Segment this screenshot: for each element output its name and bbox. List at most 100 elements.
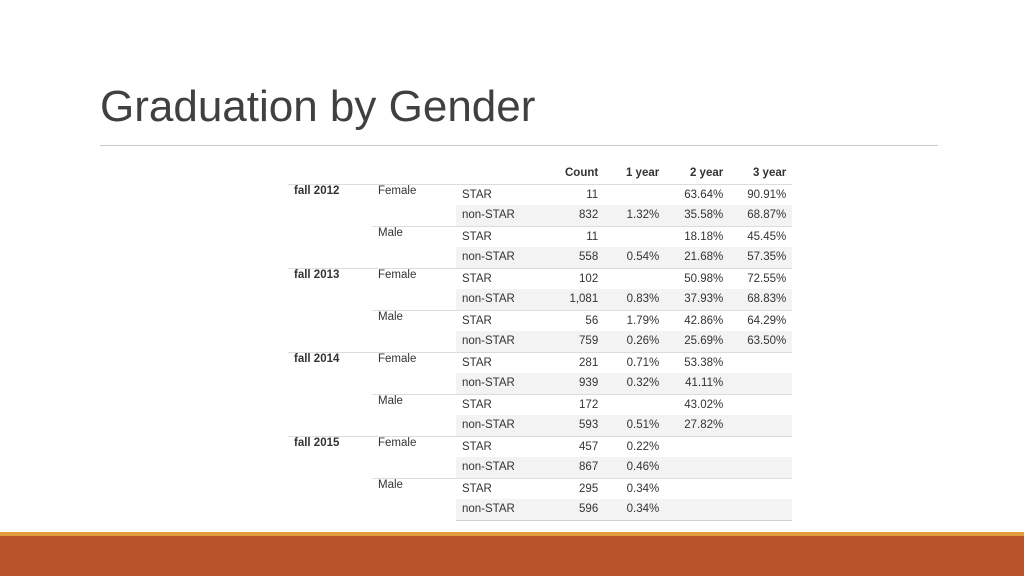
one-year-cell: 0.34% — [604, 477, 666, 499]
footer-accent-bar — [0, 532, 1024, 576]
one-year-cell: 0.32% — [604, 373, 666, 394]
table-row: non-STAR 558 0.54% 21.68% 57.35% — [288, 247, 793, 268]
header-term — [288, 163, 372, 184]
gender-cell: Male — [372, 477, 456, 520]
two-year-cell — [665, 477, 730, 499]
three-year-cell: 63.50% — [729, 331, 793, 352]
group-cell: non-STAR — [456, 205, 559, 226]
one-year-cell: 0.54% — [604, 247, 666, 268]
two-year-cell: 21.68% — [665, 247, 730, 268]
table-row: Male STAR 172 43.02% — [288, 393, 793, 436]
one-year-cell — [604, 225, 666, 247]
count-cell: 939 — [559, 373, 605, 394]
slide-title: Graduation by Gender — [100, 82, 536, 131]
count-cell: 759 — [559, 331, 605, 352]
table-row: fall 2013 Female STAR 102 50.98% 72.55% — [288, 267, 793, 352]
two-year-cell: 43.02% — [665, 393, 730, 415]
group-cell: non-STAR — [456, 415, 559, 436]
table-row: fall 2015 Female STAR 457 0.22% — [288, 435, 793, 520]
gender-cell: Female — [372, 435, 456, 478]
three-year-cell — [729, 457, 793, 478]
group-cell: STAR — [456, 183, 559, 205]
gender-cell: Male — [372, 309, 456, 352]
one-year-cell — [604, 183, 666, 205]
one-year-cell: 1.32% — [604, 205, 666, 226]
term-cell: fall 2013 — [288, 267, 372, 352]
table-row: non-STAR 596 0.34% — [288, 499, 793, 521]
one-year-cell: 0.46% — [604, 457, 666, 478]
table-row: fall 2012 Female STAR 11 63.64% 90.91% — [288, 183, 793, 268]
group-cell: STAR — [456, 225, 559, 247]
three-year-cell — [729, 499, 793, 521]
graduation-table: Count 1 year 2 year 3 year fall 2012 Fema… — [288, 163, 793, 521]
two-year-cell: 41.11% — [665, 373, 730, 394]
two-year-cell: 27.82% — [665, 415, 730, 436]
two-year-cell: 37.93% — [665, 289, 730, 310]
header-1-year: 1 year — [625, 167, 660, 180]
one-year-cell: 0.51% — [604, 415, 666, 436]
two-year-cell: 63.64% — [665, 183, 730, 205]
table-row: fall 2014 Female STAR 281 0.71% 53.38% — [288, 351, 793, 436]
three-year-cell: 68.87% — [729, 205, 793, 226]
group-cell: non-STAR — [456, 499, 559, 521]
count-cell: 11 — [559, 183, 605, 205]
three-year-cell — [729, 351, 793, 373]
three-year-cell — [729, 373, 793, 394]
gender-cell: Female — [372, 267, 456, 310]
three-year-cell — [729, 477, 793, 499]
table-row: Male STAR 56 1.79% 42.86% 64.29% — [288, 309, 793, 352]
one-year-cell: 1.79% — [604, 309, 666, 331]
count-cell: 172 — [559, 393, 605, 415]
group-cell: STAR — [456, 309, 559, 331]
gender-cell: Female — [372, 351, 456, 394]
one-year-cell: 0.34% — [604, 499, 666, 521]
term-cell: fall 2014 — [288, 351, 372, 436]
count-cell: 593 — [559, 415, 605, 436]
gender-cell: Male — [372, 393, 456, 436]
one-year-cell: 0.71% — [604, 351, 666, 373]
three-year-cell — [729, 415, 793, 436]
two-year-cell — [665, 499, 730, 521]
count-cell: 867 — [559, 457, 605, 478]
table-body: fall 2012 Female STAR 11 63.64% 90.91% non-STA… — [288, 183, 793, 521]
header-count: Count — [565, 167, 599, 180]
three-year-cell: 57.35% — [729, 247, 793, 268]
group-cell: STAR — [456, 351, 559, 373]
count-cell: 1,081 — [559, 289, 605, 310]
table-row: non-STAR 759 0.26% 25.69% 63.50% — [288, 331, 793, 352]
header-2-year: 2 year — [689, 167, 724, 180]
term-cell: fall 2012 — [288, 183, 372, 268]
table-row: non-STAR 832 1.32% 35.58% 68.87% — [288, 205, 793, 226]
term-cell: fall 2015 — [288, 435, 372, 520]
one-year-cell: 0.83% — [604, 289, 666, 310]
one-year-cell: 0.22% — [604, 435, 666, 457]
group-cell: non-STAR — [456, 457, 559, 478]
one-year-cell — [604, 267, 666, 289]
two-year-cell: 53.38% — [665, 351, 730, 373]
count-cell: 558 — [559, 247, 605, 268]
three-year-cell: 64.29% — [729, 309, 793, 331]
group-cell: STAR — [456, 477, 559, 499]
three-year-cell: 68.83% — [729, 289, 793, 310]
table-row: non-STAR 867 0.46% — [288, 457, 793, 478]
group-cell: non-STAR — [456, 247, 559, 268]
group-cell: STAR — [456, 393, 559, 415]
two-year-cell: 25.69% — [665, 331, 730, 352]
two-year-cell: 35.58% — [665, 205, 730, 226]
title-divider — [100, 145, 938, 146]
gender-cell: Male — [372, 225, 456, 268]
group-cell: STAR — [456, 267, 559, 289]
table-row: non-STAR 593 0.51% 27.82% — [288, 415, 793, 436]
three-year-cell — [729, 393, 793, 415]
three-year-cell — [729, 435, 793, 457]
group-cell: non-STAR — [456, 373, 559, 394]
group-cell: non-STAR — [456, 289, 559, 310]
count-cell: 832 — [559, 205, 605, 226]
two-year-cell: 42.86% — [665, 309, 730, 331]
count-cell: 281 — [559, 351, 605, 373]
count-cell: 596 — [559, 499, 605, 521]
one-year-cell — [604, 393, 666, 415]
two-year-cell — [665, 435, 730, 457]
count-cell: 102 — [559, 267, 605, 289]
table-row: Male STAR 295 0.34% — [288, 477, 793, 520]
